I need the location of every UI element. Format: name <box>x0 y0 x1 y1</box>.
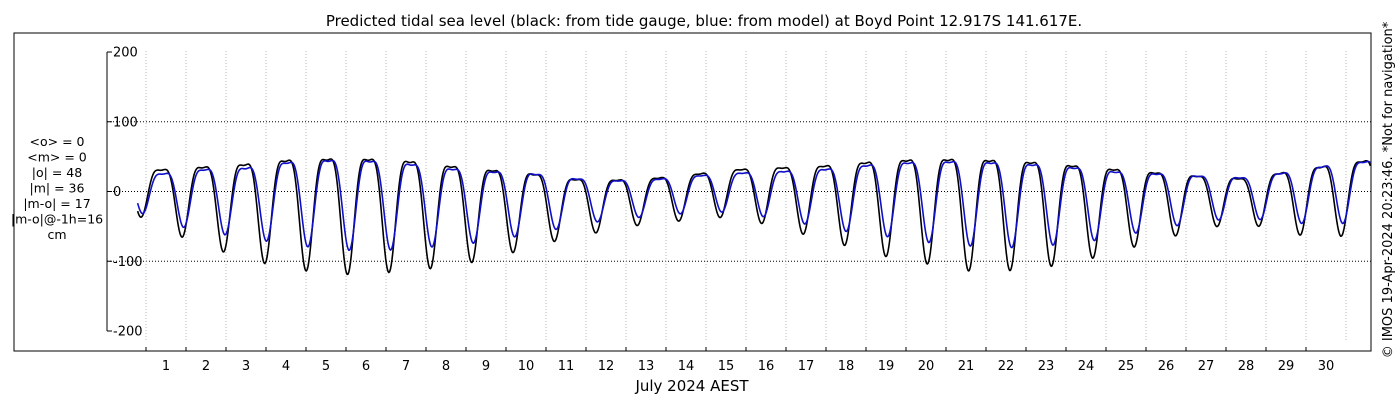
x-tick-label: 7 <box>402 359 410 374</box>
x-tick-label: 20 <box>918 359 935 374</box>
x-tick-label: 25 <box>1118 359 1135 374</box>
x-axis-label: July 2024 AEST <box>634 377 749 395</box>
x-tick-label: 8 <box>442 359 450 374</box>
x-tick-label: 29 <box>1278 359 1295 374</box>
x-tick-label: 23 <box>1038 359 1055 374</box>
x-tick-label: 26 <box>1158 359 1175 374</box>
stat-line: cm <box>47 227 66 242</box>
series-line-tide-gauge <box>136 158 1372 276</box>
x-tick-label: 24 <box>1078 359 1095 374</box>
x-tick-label: 18 <box>838 359 855 374</box>
x-tick-label: 2 <box>202 359 210 374</box>
x-tick-label: 9 <box>482 359 490 374</box>
stat-line: |m| = 36 <box>30 181 85 196</box>
x-tick-label: 3 <box>242 359 250 374</box>
y-tick-label: -200 <box>113 325 143 340</box>
x-tick-label: 22 <box>998 359 1015 374</box>
stat-line: |o| = 48 <box>32 165 82 180</box>
x-tick-label: 11 <box>558 359 575 374</box>
x-tick-label: 4 <box>282 359 290 374</box>
series-lines <box>136 158 1372 276</box>
chart-title: Predicted tidal sea level (black: from t… <box>326 12 1082 30</box>
stat-line: |m-o| = 17 <box>23 196 90 211</box>
x-axis: 1 2 3 4 5 6 7 8 9 10 11 12 13 14 15 16 17 18 19 20 21 22 23 24 2… <box>145 347 1335 374</box>
x-tick-label: 5 <box>322 359 330 374</box>
x-tick-label: 19 <box>878 359 895 374</box>
stat-line: |m-o|@-1h=16 <box>11 212 103 227</box>
x-tick-label: 21 <box>958 359 975 374</box>
x-tick-label: 16 <box>758 359 775 374</box>
side-note: © IMOS 19-Apr-2024 20:23:46. *Not for na… <box>1381 21 1396 358</box>
x-tick-label: 13 <box>638 359 655 374</box>
x-tick-label: 27 <box>1198 359 1215 374</box>
x-tick-label: 30 <box>1318 359 1335 374</box>
series-line-model <box>136 159 1371 251</box>
y-tick-label: -100 <box>113 255 143 270</box>
y-axis: 200 100 0 -100 -200 <box>106 46 143 340</box>
x-tick-label: 14 <box>678 359 695 374</box>
y-tick-label: 0 <box>113 185 121 200</box>
stat-line: <m> = 0 <box>27 150 87 165</box>
x-tick-label: 12 <box>598 359 615 374</box>
y-tick-label: 100 <box>113 115 138 130</box>
x-tick-label: 6 <box>362 359 370 374</box>
x-tick-label: 17 <box>798 359 815 374</box>
y-tick-label: 200 <box>113 46 138 61</box>
x-tick-label: 1 <box>162 359 170 374</box>
stats-box: <o> = 0<m> = 0|o| = 48|m| = 36|m-o| = 17… <box>11 134 103 242</box>
x-tick-label: 10 <box>518 359 535 374</box>
stat-line: <o> = 0 <box>30 134 85 149</box>
x-tick-label: 28 <box>1238 359 1255 374</box>
x-tick-label: 15 <box>718 359 735 374</box>
